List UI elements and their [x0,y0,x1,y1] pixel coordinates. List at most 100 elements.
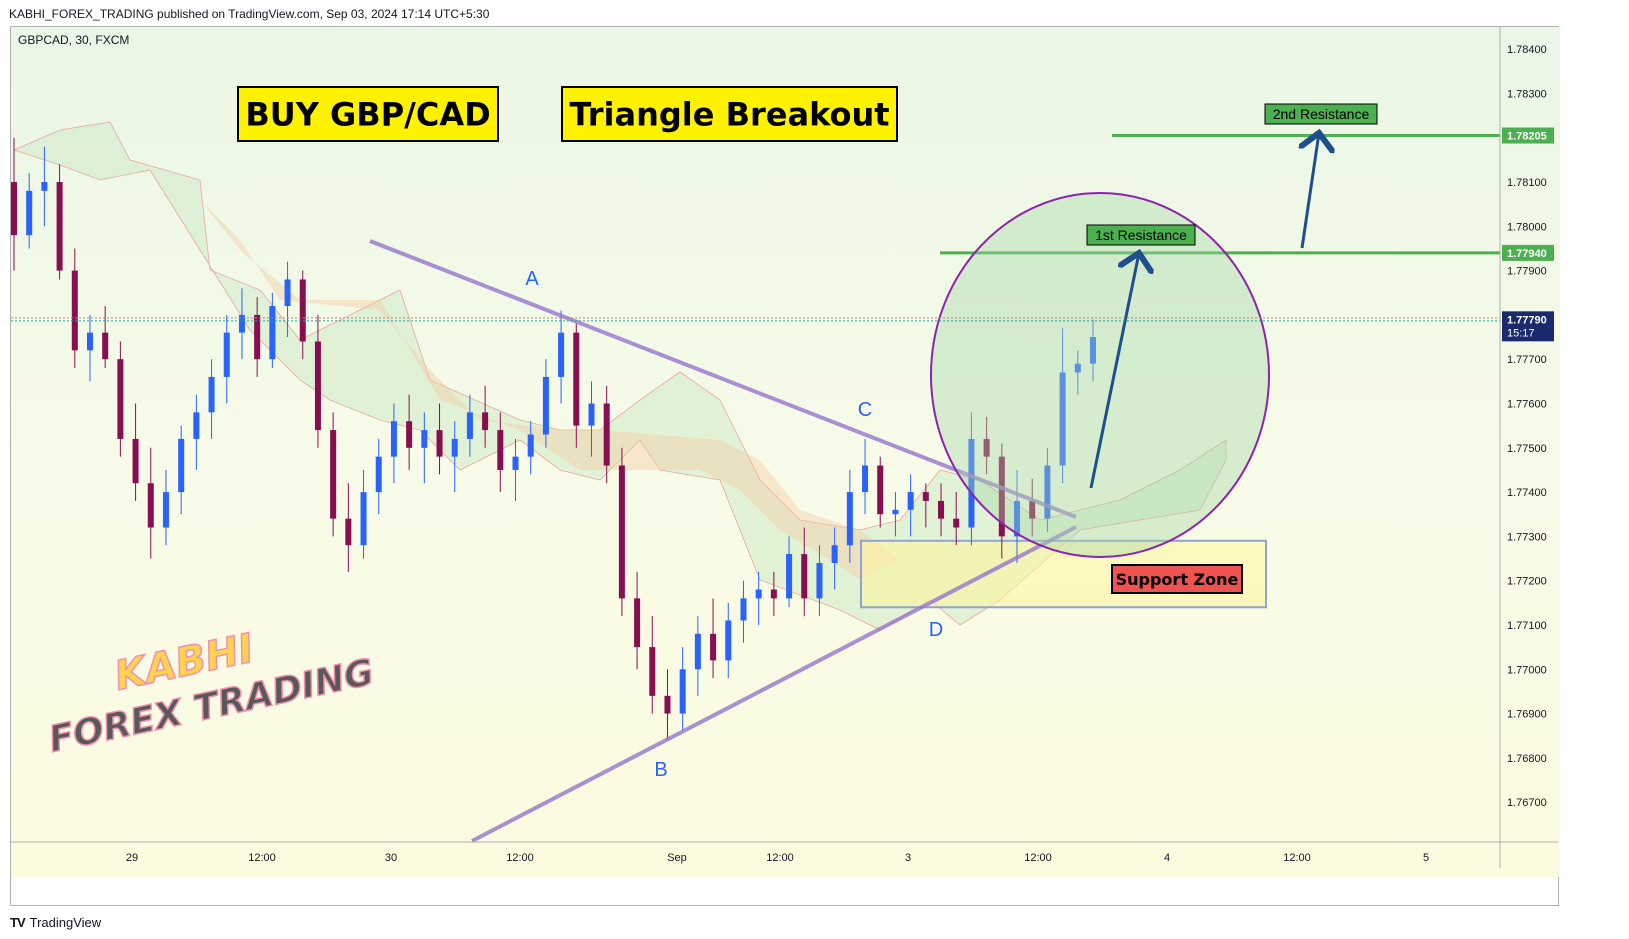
candle-body [679,669,686,714]
candle-body [801,554,808,599]
candle-body [390,421,397,457]
candle-body [360,492,367,546]
candle-body [269,306,276,360]
x-tick-label: 12:00 [766,852,794,864]
candle-body [998,456,1005,537]
second-resistance-price-tag: 1.78205 [1507,131,1547,143]
candle-body [664,695,671,714]
upper-trendline [369,239,1077,519]
ichimoku-cloud-bearish-fill [200,200,900,580]
candle-body [299,279,306,342]
candle-body [117,359,124,439]
candle-body [740,598,747,621]
title-label-box [237,86,499,142]
candle-body [892,509,899,515]
y-tick-label: 1.78300 [1507,88,1547,100]
x-tick-label: Sep [667,852,687,864]
candle-body [11,182,17,236]
x-tick-label: 30 [385,852,397,864]
candle-body [375,456,382,493]
candle-body [1029,500,1036,519]
candle-body [1059,372,1066,466]
candle-body [330,430,337,519]
y-tick-label: 1.76800 [1507,753,1547,765]
candle-body [649,647,656,696]
countdown-tag: 15:17 [1507,327,1535,339]
candle-body [345,518,352,546]
candle-body [482,412,489,431]
current-price-tag-bg [1502,311,1554,342]
y-tick-label: 1.77200 [1507,576,1547,588]
x-tick-label: 3 [905,852,911,864]
ichimoku-cloud-fill [12,121,1227,631]
y-tick-label: 1.78400 [1507,44,1547,56]
candle-body [755,589,762,599]
ichimoku-cloud [12,121,1227,631]
y-tick-label: 1.77500 [1507,443,1547,455]
candle-body [41,182,48,191]
drawing-lines[interactable] [11,133,1500,843]
arrow-to-second-resistance [1302,133,1319,249]
point-label-a: A [525,268,539,290]
candle-body [223,332,230,377]
footer-brand: TradingView [29,915,102,930]
candle-body [603,403,610,466]
title-label: BUY GBP/CAD [245,96,490,134]
candle-body [938,500,945,519]
first-resistance-label-box [1086,224,1196,246]
y-tick-label: 1.77700 [1507,354,1547,366]
first-resistance-price-tag: 1.77940 [1507,248,1547,260]
arrow-to-first-resistance [1089,253,1139,489]
candle-body [56,182,63,271]
candle-body [436,430,443,457]
candle-body [922,492,929,501]
candle-body [542,376,549,435]
candle-body [178,438,185,493]
plot-background [11,27,1560,877]
x-tick-label: 12:00 [1283,852,1311,864]
candle-body [770,589,777,599]
candle-body [588,403,595,426]
candle-body [1014,500,1021,537]
candle-body [466,412,473,439]
candle-body [71,270,78,351]
candle-body [512,456,519,470]
candle-body [147,483,154,528]
y-tick-label: 1.76700 [1507,797,1547,809]
candle-body [786,554,793,599]
candle-body [132,438,139,484]
candle-body [846,492,853,546]
candle-body [254,314,261,360]
pattern-label-box [561,86,898,142]
x-tick-label: 4 [1164,852,1170,864]
pattern-label: Triangle Breakout [569,96,889,134]
candle-body [238,314,245,333]
candles [11,137,1096,741]
x-tick-label: 12:00 [1024,852,1052,864]
candle-body [1044,465,1051,519]
x-tick-label: 29 [126,852,138,864]
candle-body [968,438,975,528]
candle-body [816,562,823,599]
x-tick-label: 5 [1423,852,1429,864]
candle-body [710,633,717,661]
tradingview-logo-icon[interactable]: TV [10,915,26,930]
second-resistance-label: 2nd Resistance [1273,106,1370,122]
candle-body [208,376,215,413]
y-tick-label: 1.77300 [1507,531,1547,543]
candle-body [451,438,458,457]
candle-body [162,492,169,528]
y-tick-label: 1.77900 [1507,266,1547,278]
candle-body [877,465,884,515]
first-resistance-label: 1st Resistance [1095,227,1187,243]
candle-body [862,465,869,493]
candle-body [406,421,413,448]
support-zone-label: Support Zone [1116,570,1239,589]
second-resistance-price-tag-bg [1502,127,1554,144]
breakout-circle [930,192,1270,558]
candle-body [558,332,565,377]
second-resistance-label-box [1264,103,1378,125]
symbol-label: GBPCAD, 30, FXCM [18,33,129,47]
candle-body [1090,337,1096,364]
